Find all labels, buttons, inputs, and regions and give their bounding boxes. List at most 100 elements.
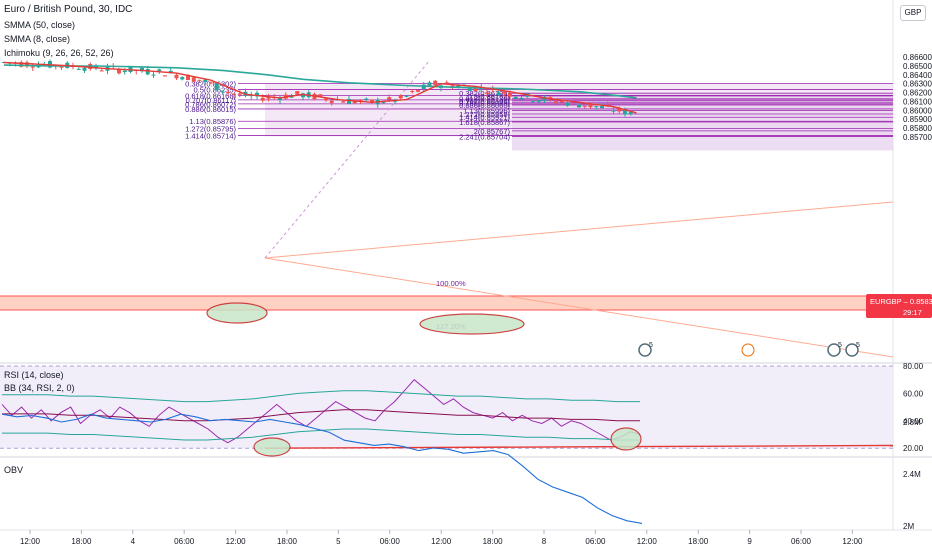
price-axis-label: 0.86300: [903, 80, 932, 89]
price-axis-label: 0.86100: [903, 97, 932, 106]
rsi-axis-label: 80.00: [903, 362, 924, 371]
time-axis-label: 12:00: [431, 537, 452, 546]
candle-body: [565, 102, 570, 106]
candle-body: [226, 91, 231, 93]
candle-body: [260, 97, 265, 101]
fib-level-label: 2.241(0.85704): [459, 132, 510, 141]
candle-body: [536, 100, 541, 102]
candle-body: [531, 100, 535, 102]
obv-axis-label: 2.8M: [903, 418, 921, 427]
candle-body: [467, 87, 472, 91]
candle-body: [174, 74, 179, 79]
price-axis-label: 0.85700: [903, 133, 932, 142]
candle-body: [611, 110, 616, 112]
candle-body: [508, 93, 512, 97]
indicator-smma8-label[interactable]: SMMA (8, close): [4, 34, 71, 44]
smma8-line: [3, 61, 637, 114]
currency-badge[interactable]: GBP: [900, 5, 926, 21]
candle-body: [25, 62, 29, 67]
candle-body: [122, 70, 127, 73]
candle-body: [594, 106, 599, 108]
fib-level-label: 0.886(0.86015): [185, 105, 236, 114]
fib-level-label: 0.786(0.86072): [185, 100, 236, 109]
price-axis-label: 0.86400: [903, 71, 932, 80]
fib-level-label: 1.618(0.85867): [459, 118, 510, 127]
candle-body: [502, 91, 507, 94]
candle-body: [197, 79, 202, 81]
bb-label[interactable]: BB (34, RSI, 2, 0): [4, 383, 75, 393]
time-axis-label: 8: [542, 537, 547, 546]
time-axis-label: 12:00: [226, 537, 247, 546]
candle-body: [140, 67, 144, 72]
time-axis-label: 4: [131, 537, 136, 546]
candle-body: [559, 100, 564, 103]
highlight-ellipse: [610, 427, 642, 451]
fib-level-label: 0.886(0.86060): [459, 101, 510, 110]
candle-body: [577, 104, 581, 108]
time-axis-label: 18:00: [483, 537, 504, 546]
candle-body: [513, 96, 518, 99]
price-axis-label: 0.85800: [903, 124, 932, 133]
candle-body: [623, 109, 627, 115]
event-marker-label: 5: [649, 342, 653, 349]
fib-level-label: 1.13(0.85876): [189, 117, 236, 126]
candle-body: [364, 98, 369, 100]
time-axis-label: 12:00: [637, 537, 658, 546]
obv-line: [1, 413, 643, 524]
candle-body: [398, 95, 403, 99]
fib-level-label: 1.272(0.85958): [459, 110, 510, 119]
candle-body: [191, 77, 196, 82]
candle-body: [352, 101, 357, 104]
candle-body: [347, 99, 351, 104]
candle-body: [473, 86, 478, 92]
obv-axis-label: 2.4M: [903, 470, 921, 479]
fib-level-label: 0.786(0.86085): [459, 99, 510, 108]
candle-body: [76, 68, 81, 70]
highlight-ellipse: [253, 437, 291, 457]
trend-line: [264, 59, 431, 259]
time-axis-label: 12:00: [842, 537, 863, 546]
candle-body: [255, 92, 259, 97]
time-axis-label: 06:00: [380, 537, 401, 546]
candle-body: [220, 90, 225, 92]
candle-body: [444, 82, 449, 84]
event-marker-alt: [741, 343, 755, 357]
time-axis-label: 06:00: [791, 537, 812, 546]
time-axis-label: 18:00: [277, 537, 298, 546]
rsi-axis-label: 60.00: [903, 389, 924, 398]
candle-body: [186, 74, 190, 81]
fib-level-label: 1.272(0.85795): [185, 124, 236, 133]
candle-body: [151, 74, 156, 76]
smma50-line: [3, 64, 637, 99]
bb-mid-line: [2, 409, 640, 422]
fib-level-label: 0.618(0.86130): [459, 95, 510, 104]
annotation-label: 100.00%: [436, 279, 466, 288]
candle-body: [329, 100, 334, 104]
price-axis-label: 0.85900: [903, 115, 932, 124]
fib-level-label: 1.414(0.85921): [459, 113, 510, 122]
candle-body: [370, 99, 374, 103]
event-marker: [845, 343, 859, 357]
highlight-ellipse: [419, 313, 525, 335]
event-marker-label: 5: [838, 342, 842, 349]
candle-body: [180, 77, 185, 80]
obv-label[interactable]: OBV: [4, 465, 24, 475]
rsi-label[interactable]: RSI (14, close): [4, 370, 64, 380]
rsi-axis-label: 40.00: [903, 417, 924, 426]
candle-body: [295, 91, 300, 95]
chart-title: Euro / British Pound, 30, IDC: [4, 4, 133, 15]
candle-body: [324, 98, 328, 101]
candle-body: [496, 93, 501, 96]
indicator-smma50-label[interactable]: SMMA (50, close): [4, 20, 76, 30]
event-marker: [827, 343, 841, 357]
indicator-ichimoku-label[interactable]: Ichimoku (9, 26, 26, 52, 26): [4, 48, 114, 58]
candle-body: [381, 102, 386, 104]
current-price-tag: [866, 294, 932, 318]
candle-body: [94, 65, 98, 69]
time-axis-label: 18:00: [688, 537, 709, 546]
fib-level-label: 0.5(0.86235): [193, 85, 236, 94]
fib-level-label: 0.5(0.86162): [467, 92, 510, 101]
